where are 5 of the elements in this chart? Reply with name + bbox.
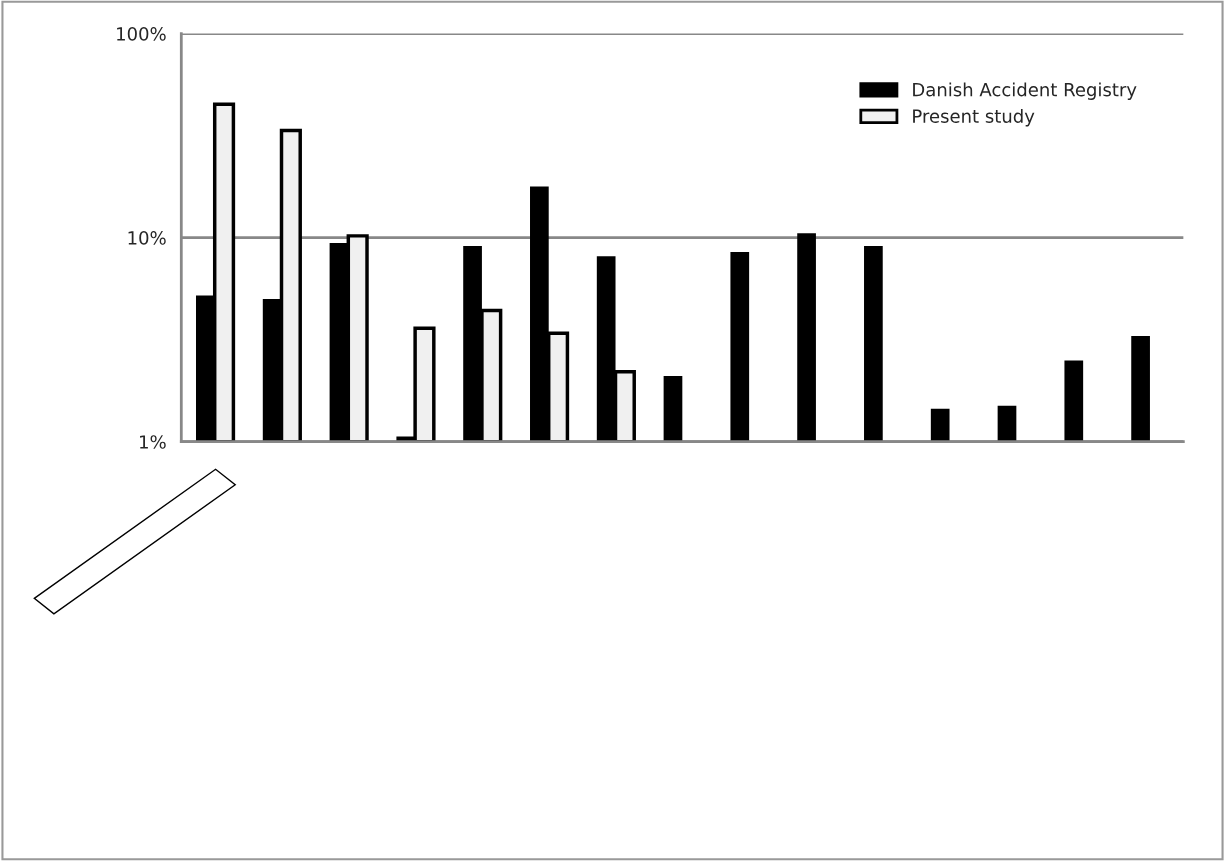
legend-label: Danish Accident Registry [913, 82, 1137, 100]
y-tick-label: 100% [117, 27, 166, 41]
y-tick-label: 10% [128, 231, 166, 245]
legend-label: Present study [913, 108, 1035, 127]
y-tick-label: 1% [140, 435, 166, 449]
